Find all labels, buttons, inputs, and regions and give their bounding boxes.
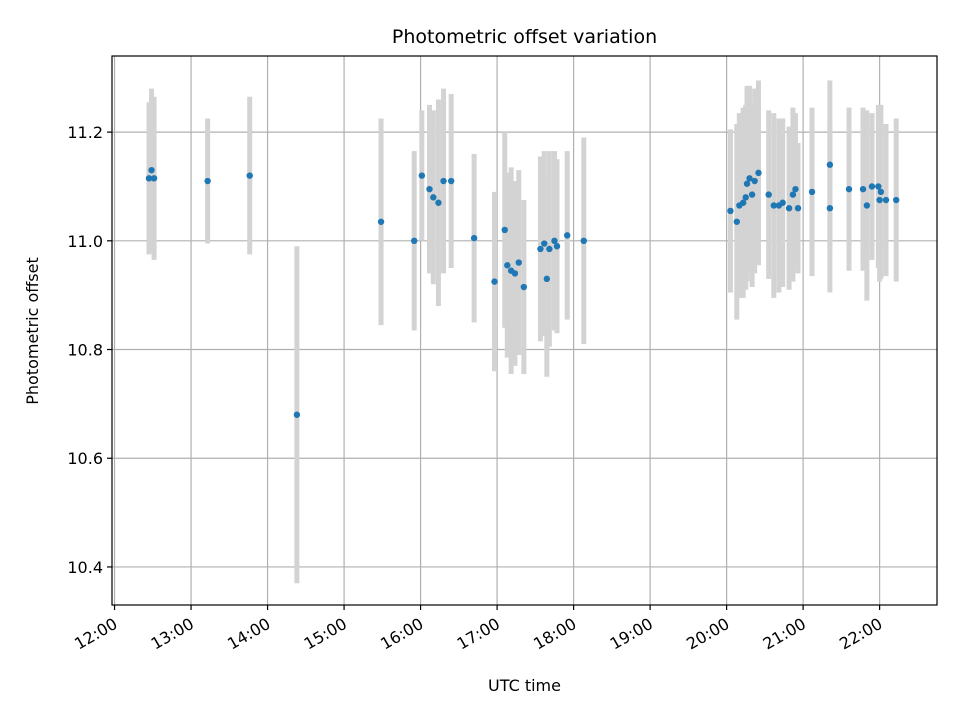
- data-point: [543, 275, 551, 283]
- data-point: [426, 185, 433, 193]
- data-point: [742, 194, 749, 201]
- data-point: [743, 180, 751, 187]
- data-point: [430, 194, 437, 201]
- y-tick-label: 11.0: [67, 232, 103, 251]
- data-point: [733, 218, 741, 225]
- data-point: [377, 218, 385, 225]
- y-axis-ticks: 10.4 10.6 10.8 11.0 11.2: [67, 123, 112, 577]
- data-point: [876, 196, 883, 204]
- data-point: [794, 204, 802, 212]
- data-point: [470, 234, 478, 242]
- data-point: [785, 204, 793, 212]
- data-point: [440, 177, 447, 185]
- y-tick-label: 10.8: [67, 341, 103, 360]
- data-point: [826, 204, 834, 212]
- data-point: [765, 191, 772, 198]
- data-point: [150, 175, 158, 182]
- data-point: [779, 199, 786, 206]
- data-point: [859, 185, 867, 193]
- data-point: [504, 262, 511, 269]
- data-point: [789, 191, 797, 198]
- y-tick-label: 10.4: [67, 558, 103, 577]
- data-point: [520, 283, 528, 291]
- data-point: [511, 270, 519, 277]
- data-point: [877, 188, 885, 196]
- data-point: [739, 199, 747, 206]
- data-point: [293, 411, 301, 418]
- data-point: [537, 245, 544, 253]
- data-point: [418, 172, 426, 179]
- x-axis-label: UTC time: [488, 676, 561, 695]
- data-point: [792, 185, 799, 193]
- data-point: [501, 226, 508, 234]
- data-point: [435, 199, 442, 206]
- data-point: [148, 166, 155, 174]
- data-point: [491, 278, 498, 285]
- data-point: [553, 243, 561, 250]
- y-axis-label: Photometric offset: [23, 257, 42, 405]
- data-point: [551, 237, 558, 245]
- data-point: [145, 175, 153, 182]
- data-point: [541, 240, 548, 247]
- data-point: [875, 183, 882, 190]
- data-point: [727, 207, 734, 215]
- data-point: [892, 196, 900, 204]
- data-points: [145, 161, 900, 418]
- data-point: [447, 177, 455, 185]
- data-point: [755, 169, 762, 177]
- data-point: [770, 202, 777, 209]
- data-point: [246, 172, 253, 179]
- data-point: [882, 196, 890, 204]
- data-point: [826, 161, 834, 168]
- y-tick-label: 10.6: [67, 449, 103, 468]
- plot-area-frame: [111, 55, 938, 606]
- data-point: [868, 183, 876, 190]
- data-point: [411, 237, 418, 245]
- chart-title: Photometric offset variation: [392, 26, 657, 48]
- data-point: [515, 259, 522, 266]
- data-point: [808, 188, 816, 196]
- data-point: [748, 191, 756, 198]
- data-point: [746, 175, 753, 182]
- data-point: [204, 177, 211, 185]
- data-point: [751, 177, 758, 185]
- data-point: [580, 237, 587, 245]
- data-point: [564, 232, 571, 239]
- data-point: [546, 245, 553, 253]
- data-point: [845, 185, 853, 193]
- y-tick-label: 11.2: [67, 123, 103, 142]
- data-point: [863, 202, 871, 209]
